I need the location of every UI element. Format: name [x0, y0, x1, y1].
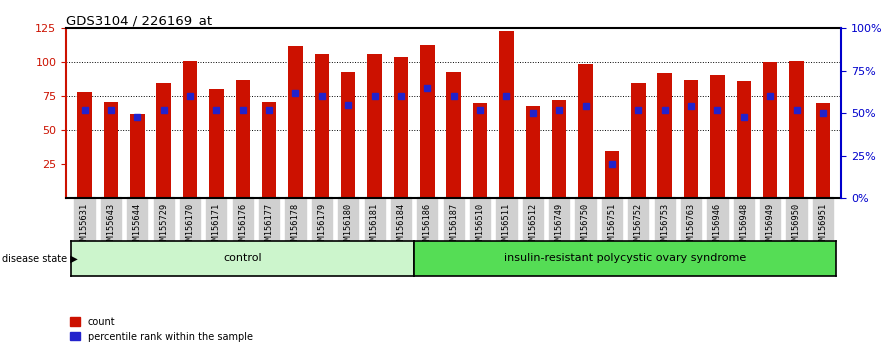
Bar	[816, 103, 830, 198]
Bar	[367, 54, 381, 198]
Bar	[789, 61, 803, 198]
Bar	[182, 61, 197, 198]
Bar	[394, 57, 408, 198]
Bar	[420, 45, 434, 198]
Bar	[657, 73, 672, 198]
Bar	[763, 62, 777, 198]
Bar	[737, 81, 751, 198]
Bar	[447, 72, 461, 198]
Legend: count, percentile rank within the sample: count, percentile rank within the sample	[67, 313, 256, 346]
Text: insulin-resistant polycystic ovary syndrome: insulin-resistant polycystic ovary syndr…	[504, 253, 746, 263]
Text: control: control	[224, 253, 262, 263]
Bar	[157, 83, 171, 198]
Bar	[235, 80, 250, 198]
Bar	[604, 151, 619, 198]
Bar	[78, 92, 92, 198]
Bar	[710, 75, 725, 198]
Bar	[104, 102, 118, 198]
Bar	[262, 102, 277, 198]
Bar	[526, 106, 540, 198]
Bar	[288, 46, 303, 198]
Bar	[578, 64, 593, 198]
Bar	[473, 103, 487, 198]
Bar	[684, 80, 699, 198]
Text: disease state ▶: disease state ▶	[2, 253, 78, 263]
Bar	[500, 31, 514, 198]
Text: GDS3104 / 226169_at: GDS3104 / 226169_at	[66, 14, 212, 27]
Bar	[315, 54, 329, 198]
Bar	[552, 101, 566, 198]
Bar	[209, 90, 224, 198]
Bar	[341, 72, 356, 198]
Bar	[631, 83, 646, 198]
Bar	[130, 114, 144, 198]
